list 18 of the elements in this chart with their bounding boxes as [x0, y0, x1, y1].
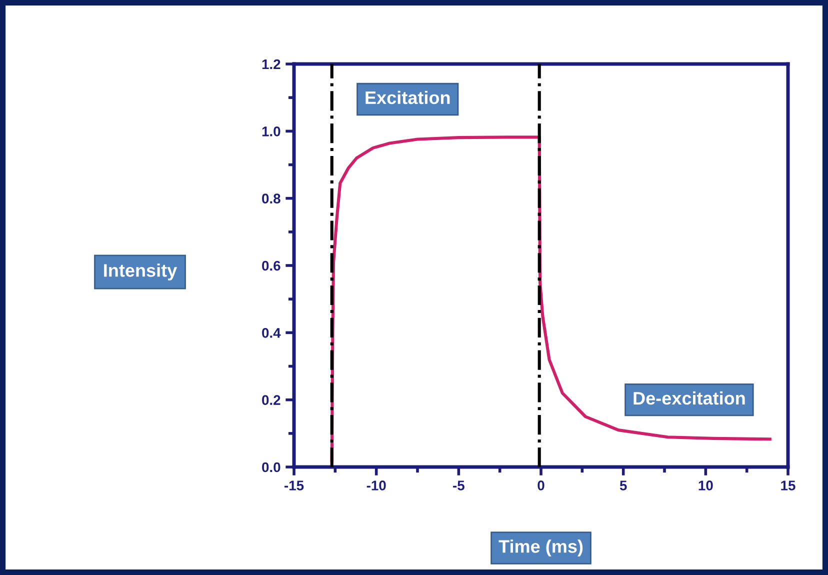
x-tick-label: 5	[620, 480, 627, 490]
y-axis-title: Intensity	[104, 264, 178, 280]
x-tick-label: -5	[453, 480, 464, 490]
y-tick-label: 0.6	[262, 260, 280, 271]
y-tick-label: 1.2	[262, 59, 280, 70]
x-axis-title: Time (ms)	[498, 540, 583, 556]
y-tick-label: 0.0	[262, 462, 280, 472]
x-tick-label: -10	[366, 480, 386, 490]
annotation: Excitation	[366, 90, 450, 104]
y-tick-label: 0.4	[262, 328, 281, 338]
x-tick-label: 0	[538, 480, 544, 490]
annotation: De-excitation	[634, 391, 745, 405]
x-tick-label: 15	[781, 480, 796, 490]
y-tick-label: 1.0	[262, 126, 280, 136]
x-tick-label: -15	[284, 480, 304, 490]
y-tick-label: 0.8	[262, 194, 280, 204]
y-tick-label: 0.2	[262, 395, 280, 406]
x-tick-label: 10	[698, 480, 713, 490]
